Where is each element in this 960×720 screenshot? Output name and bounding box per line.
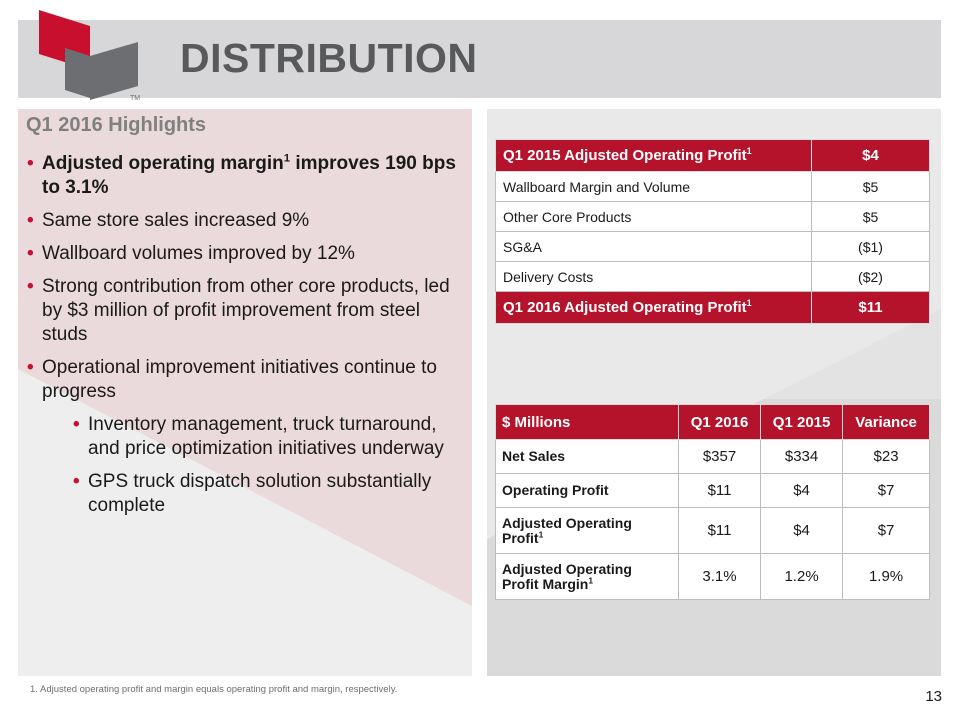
- bullet-text: Wallboard volumes improved by 12%: [42, 243, 355, 264]
- table-row: Operating Profit $11 $4 $7: [495, 473, 930, 508]
- list-item: • Adjusted operating margin1 improves 19…: [24, 152, 469, 200]
- cell-label: Adjusted Operating Profit: [502, 514, 632, 546]
- table-cell: $5: [811, 171, 930, 202]
- table-cell: $11: [677, 473, 762, 508]
- panel-pink-shape: [18, 109, 472, 606]
- table-header-row: Q1 2015 Adjusted Operating Profit1 $4: [495, 139, 930, 172]
- table-cell: $4: [760, 473, 844, 508]
- cell-label: Adjusted Operating Profit Margin: [502, 560, 632, 592]
- column-header: Q1 2016: [677, 404, 762, 440]
- table-row: SG&A ($1): [495, 231, 930, 262]
- table-row: Net Sales $357 $334 $23: [495, 439, 930, 474]
- table-cell: $357: [677, 439, 762, 474]
- bullet-text-continued: improves 190 bps to 3.1%: [42, 153, 456, 198]
- table-cell: Q1 2015 Adjusted Operating Profit1: [495, 139, 812, 172]
- table-cell: $11: [811, 291, 930, 324]
- cell-label: Q1 2016 Adjusted Operating Profit: [503, 299, 747, 316]
- bullet-icon: •: [73, 414, 80, 435]
- table-row: Adjusted Operating Profit1 $11 $4 $7: [495, 507, 930, 554]
- table-cell: Other Core Products: [495, 201, 812, 232]
- profit-bridge-table: Q1 2015 Adjusted Operating Profit1 $4 Wa…: [495, 139, 930, 324]
- table-cell: Wallboard Margin and Volume: [495, 171, 812, 202]
- cell-label: Net Sales: [502, 448, 566, 464]
- page-title: DISTRIBUTION: [180, 35, 478, 81]
- table-cell: ($1): [811, 231, 930, 262]
- table-cell: $11: [677, 507, 762, 554]
- list-item: • Wallboard volumes improved by 12%: [24, 242, 469, 266]
- table-cell: 1.2%: [760, 553, 844, 600]
- footnote-marker: 1: [588, 574, 594, 585]
- row-label: Operating Profit: [495, 473, 679, 508]
- sub-list-item: • GPS truck dispatch solution substantia…: [24, 470, 469, 518]
- column-header: Variance: [842, 404, 930, 440]
- table-cell: $4: [811, 139, 930, 172]
- cell-label: Q1 2015 Adjusted Operating Profit: [503, 147, 747, 164]
- table-cell: $4: [760, 507, 844, 554]
- title-band: [18, 20, 941, 98]
- list-item: • Operational improvement initiatives co…: [24, 356, 469, 404]
- table-cell: SG&A: [495, 231, 812, 262]
- bullet-icon: •: [27, 276, 34, 297]
- logo-dark-face-left: [65, 48, 90, 98]
- table-cell: Q1 2016 Adjusted Operating Profit1: [495, 291, 812, 324]
- table-cell: 1.9%: [842, 553, 930, 600]
- table-header-row: $ Millions Q1 2016 Q1 2015 Variance: [495, 404, 930, 440]
- table-row: Delivery Costs ($2): [495, 261, 930, 292]
- row-label: Adjusted Operating Profit1: [495, 507, 679, 554]
- list-item: • Strong contribution from other core pr…: [24, 275, 469, 347]
- page-number: 13: [925, 688, 942, 705]
- table-cell: $23: [842, 439, 930, 474]
- bullet-icon: •: [27, 357, 34, 378]
- bullet-icon: •: [73, 471, 80, 492]
- bullet-text: Operational improvement initiatives cont…: [42, 357, 437, 402]
- highlights-panel: [18, 109, 472, 676]
- sub-list-item: • Inventory management, truck turnaround…: [24, 413, 469, 461]
- logo-dark-face-right: [90, 42, 138, 100]
- table-total-row: Q1 2016 Adjusted Operating Profit1 $11: [495, 291, 930, 324]
- logo-trademark: TM: [130, 95, 140, 102]
- table-row: Wallboard Margin and Volume $5: [495, 171, 930, 202]
- row-label: Net Sales: [495, 439, 679, 474]
- table-cell: $5: [811, 201, 930, 232]
- financial-metrics-table: $ Millions Q1 2016 Q1 2015 Variance Net …: [495, 404, 930, 600]
- footnote-marker: 1: [283, 152, 291, 165]
- highlights-list: • Adjusted operating margin1 improves 19…: [24, 152, 469, 527]
- bullet-text: GPS truck dispatch solution substantiall…: [88, 471, 432, 516]
- cell-label: Operating Profit: [502, 482, 609, 498]
- list-item: • Same store sales increased 9%: [24, 209, 469, 233]
- table-row: Other Core Products $5: [495, 201, 930, 232]
- table-cell: $7: [842, 473, 930, 508]
- footnote-marker: 1: [746, 146, 752, 156]
- row-label: Adjusted Operating Profit Margin1: [495, 553, 679, 600]
- bullet-icon: •: [27, 153, 34, 174]
- table-cell: 3.1%: [677, 553, 762, 600]
- table-cell: $7: [842, 507, 930, 554]
- panel-decoration: [18, 109, 472, 606]
- bullet-text: Adjusted operating margin: [42, 153, 284, 174]
- bullet-text: Strong contribution from other core prod…: [42, 276, 450, 345]
- footnote-marker: 1: [538, 528, 544, 539]
- company-logo: TM: [39, 10, 140, 102]
- footnote-marker: 1: [746, 298, 752, 308]
- table-cell: $334: [760, 439, 844, 474]
- bullet-text: Inventory management, truck turnaround, …: [88, 414, 444, 459]
- table-cell: Delivery Costs: [495, 261, 812, 292]
- table-row: Adjusted Operating Profit Margin1 3.1% 1…: [495, 553, 930, 600]
- bullet-icon: •: [27, 210, 34, 231]
- bullet-icon: •: [27, 243, 34, 264]
- column-header: Q1 2015: [760, 404, 844, 440]
- column-header: $ Millions: [495, 404, 679, 440]
- footnote: 1. Adjusted operating profit and margin …: [30, 684, 398, 695]
- bullet-text: Same store sales increased 9%: [42, 210, 310, 231]
- table-cell: ($2): [811, 261, 930, 292]
- highlights-title: Q1 2016 Highlights: [26, 114, 207, 136]
